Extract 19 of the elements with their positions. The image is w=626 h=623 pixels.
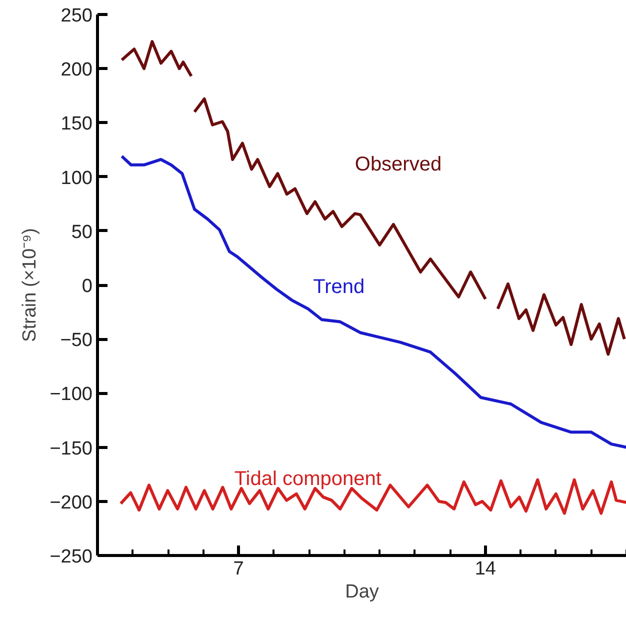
y-tick-label: −50 (60, 330, 93, 352)
y-tick-label: 0 (82, 276, 93, 297)
y-tick-label: 150 (60, 114, 92, 135)
x-tick-label: 14 (474, 558, 496, 580)
series-label: Observed (354, 153, 442, 176)
y-tick-label: 100 (60, 168, 92, 189)
y-tick-label: 50 (71, 222, 93, 243)
line-series (120, 154, 626, 449)
x-tick-label: 7 (233, 558, 244, 580)
series-label: Tidal component (234, 468, 382, 490)
x-axis-title: Day (345, 582, 380, 602)
y-tick-label: 200 (60, 60, 92, 81)
y-tick-label: −100 (50, 384, 92, 406)
series-label: Trend (313, 276, 365, 298)
y-tick-label: −150 (50, 438, 92, 460)
y-axis-title: Strain (×10⁻⁹) (20, 228, 41, 342)
y-tick-label: −200 (50, 492, 92, 514)
y-tick-label: −250 (50, 546, 92, 568)
y-tick-label: 250 (60, 6, 92, 26)
